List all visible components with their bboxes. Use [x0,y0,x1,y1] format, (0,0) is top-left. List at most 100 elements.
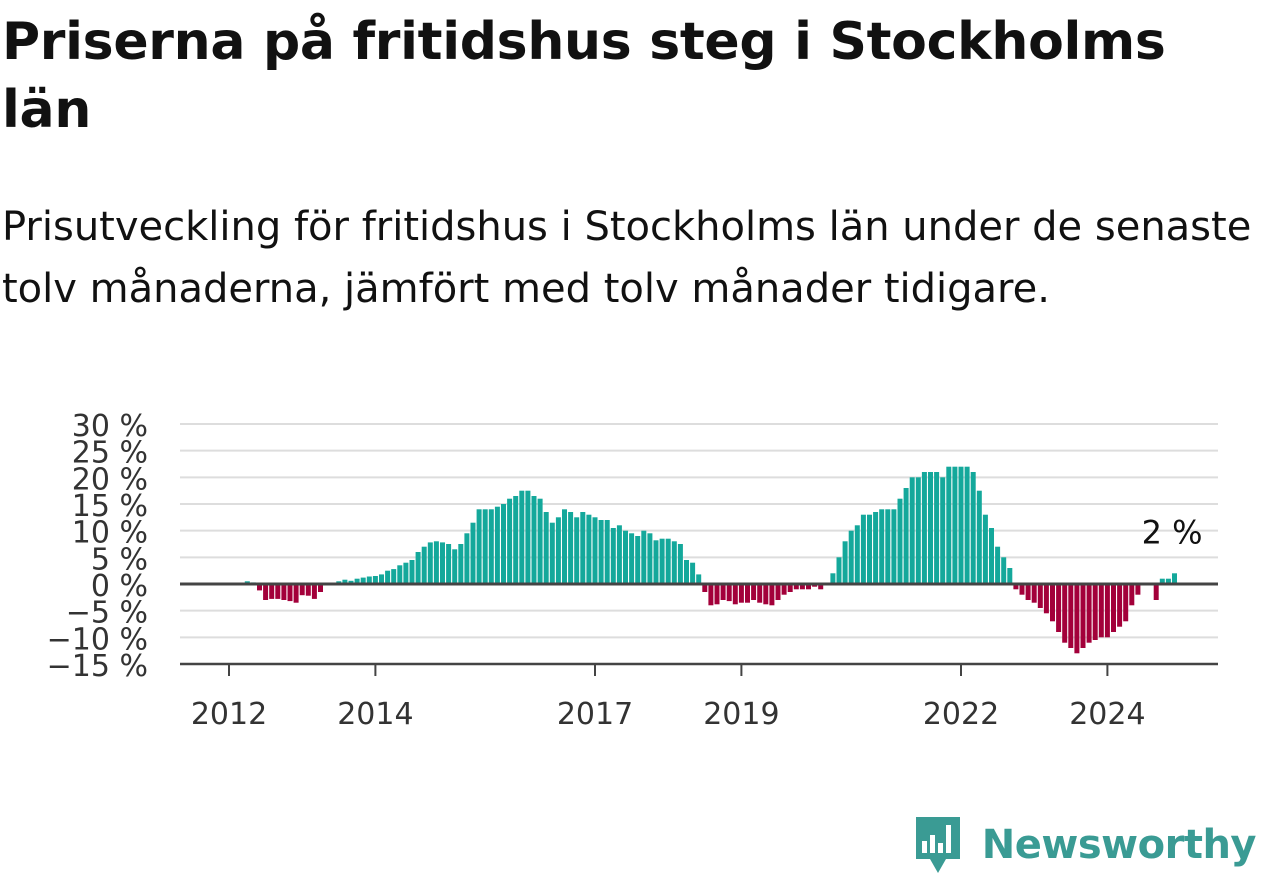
bar [305,584,311,596]
bar [537,498,543,584]
bar [1111,584,1116,632]
bar [854,525,860,584]
bar [982,514,988,584]
bar [1172,573,1177,584]
bar [293,584,299,603]
bar [397,565,403,584]
bar-chart-speech-bubble-icon [915,817,960,873]
bar [409,560,415,584]
bar [1092,584,1098,640]
bar [433,541,439,584]
bar [1123,584,1129,622]
y-tick-label: 0 % [91,569,148,604]
bar [763,584,769,605]
bar [446,544,452,584]
bar [909,477,915,584]
bar [708,584,714,606]
bar [623,530,628,584]
bar [1104,584,1110,638]
bar [647,533,653,584]
bar [586,514,592,584]
bar [513,496,519,584]
bar [555,517,561,584]
bar [1165,578,1171,584]
bar [519,490,525,584]
y-tick-label: 30 % [72,409,148,444]
bar [372,576,378,584]
bar [970,472,976,584]
bar [659,538,665,584]
y-tick-label: 25 % [72,436,148,471]
y-tick-label: 20 % [72,462,148,497]
bar [1062,584,1068,643]
bar [903,488,909,584]
bar [342,579,348,584]
bar [799,584,805,590]
bar [354,578,360,584]
bar [1037,584,1043,608]
bar [318,584,323,592]
bar [696,574,702,584]
x-tick-label: 2014 [337,697,413,732]
bar [629,533,635,584]
bar [476,509,482,584]
bar [1001,557,1007,584]
bar [610,528,616,584]
bar [421,546,427,584]
bar [464,533,470,584]
bar [1050,584,1055,622]
bar [440,542,445,584]
bar [257,584,262,591]
y-tick-label: −10 % [47,622,148,657]
bar [299,584,305,596]
bar [562,509,567,584]
bar [543,512,549,584]
bar [616,525,622,584]
bar [1135,584,1141,595]
y-tick-label: −15 % [47,649,148,684]
x-tick-label: 2022 [923,697,999,732]
bar [665,538,671,584]
y-tick-label: 5 % [91,542,148,577]
bar [403,562,409,584]
bar [732,584,738,605]
bar [1117,584,1123,627]
bar [360,577,366,584]
bar [842,541,848,584]
bar [501,504,506,584]
bar [470,522,476,584]
bar [1159,578,1165,584]
y-tick-label: 10 % [72,516,148,551]
bar [415,552,421,584]
bar [494,506,500,584]
bar [958,466,964,584]
bar [580,512,586,584]
bar [525,490,531,584]
bar [934,472,940,584]
bar [531,496,537,584]
brand-name: Newsworthy [981,822,1257,868]
bar [745,584,750,603]
bar [928,472,933,584]
bar [671,541,677,584]
last-value-annotation: 2 % [1142,513,1203,551]
bar [1025,584,1031,600]
bar [1043,584,1049,614]
bar [921,472,927,584]
bar [488,509,494,584]
bar [641,530,647,584]
bar [269,584,275,599]
bar [379,574,384,584]
y-tick-label: −5 % [66,596,148,631]
bar [818,584,824,590]
x-tick-label: 2024 [1069,697,1145,732]
chart-title: Priserna på fritidshus steg i Stockholms… [2,12,1166,140]
bar [757,584,763,603]
bar [1153,584,1159,600]
bar [964,466,970,584]
bar [287,584,293,602]
chart-subtitle: Prisutveckling för fritidshus i Stockhol… [2,204,1252,312]
bar [592,517,598,584]
bar [677,544,683,584]
bar [1080,584,1086,648]
